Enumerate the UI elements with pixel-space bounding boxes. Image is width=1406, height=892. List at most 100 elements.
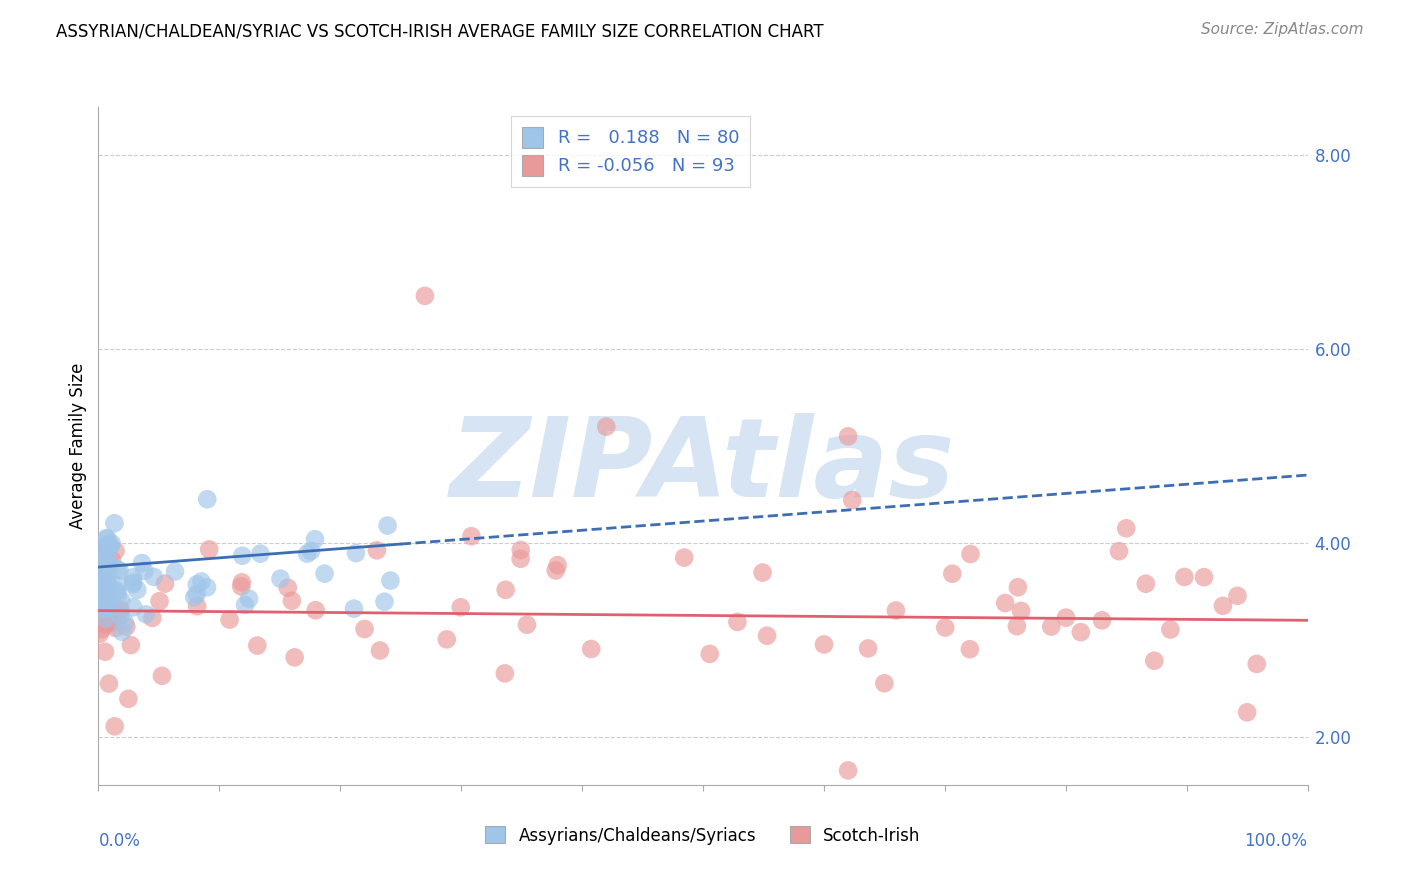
Point — [231, 575, 253, 590]
Point — [284, 650, 307, 665]
Point — [93, 590, 115, 604]
Point — [190, 574, 212, 589]
Point — [1070, 625, 1092, 640]
Point — [1226, 589, 1249, 603]
Point — [314, 566, 336, 581]
Point — [94, 568, 117, 582]
Point — [94, 612, 117, 626]
Point — [246, 639, 269, 653]
Point — [1115, 521, 1137, 535]
Point — [89, 581, 111, 595]
Point — [377, 518, 399, 533]
Point — [93, 591, 115, 606]
Point — [195, 580, 218, 594]
Point — [380, 574, 402, 588]
Point — [93, 567, 115, 582]
Point — [450, 600, 472, 615]
Point — [813, 637, 835, 651]
Point — [304, 533, 326, 547]
Point — [104, 719, 127, 733]
Point — [1246, 657, 1268, 671]
Point — [751, 566, 773, 580]
Point — [98, 559, 121, 574]
Point — [873, 676, 896, 690]
Point — [373, 595, 395, 609]
Point — [413, 289, 436, 303]
Point — [100, 616, 122, 631]
Point — [111, 624, 134, 639]
Point — [89, 555, 111, 569]
Point — [91, 564, 114, 578]
Point — [114, 615, 136, 630]
Text: ZIPAtlas: ZIPAtlas — [450, 413, 956, 520]
Point — [90, 596, 112, 610]
Point — [841, 493, 863, 508]
Point — [725, 615, 748, 629]
Point — [103, 585, 125, 599]
Point — [90, 616, 112, 631]
Point — [94, 582, 117, 596]
Point — [89, 583, 111, 598]
Text: 100.0%: 100.0% — [1244, 832, 1308, 850]
Point — [105, 585, 128, 599]
Point — [98, 615, 121, 629]
Point — [89, 627, 111, 641]
Point — [304, 603, 326, 617]
Point — [107, 578, 129, 592]
Point — [186, 599, 208, 614]
Point — [89, 589, 111, 603]
Point — [103, 516, 125, 531]
Point — [96, 538, 118, 552]
Point — [104, 544, 127, 558]
Point — [231, 549, 253, 563]
Point — [98, 596, 121, 610]
Text: 0.0%: 0.0% — [98, 832, 141, 850]
Point — [195, 492, 218, 507]
Point — [101, 553, 124, 567]
Point — [994, 596, 1017, 610]
Point — [94, 574, 117, 589]
Point — [98, 601, 121, 615]
Point — [544, 563, 567, 577]
Point — [1054, 610, 1077, 624]
Point — [104, 582, 127, 597]
Point — [198, 542, 221, 557]
Point — [1108, 544, 1130, 558]
Point — [97, 591, 120, 605]
Point — [108, 564, 131, 578]
Point — [436, 632, 458, 647]
Point — [153, 576, 176, 591]
Point — [97, 592, 120, 607]
Point — [110, 608, 132, 623]
Point — [93, 617, 115, 632]
Point — [884, 603, 907, 617]
Point — [122, 575, 145, 590]
Text: Source: ZipAtlas.com: Source: ZipAtlas.com — [1201, 22, 1364, 37]
Point — [959, 642, 981, 657]
Point — [1159, 623, 1181, 637]
Point — [96, 532, 118, 546]
Point — [516, 617, 538, 632]
Text: ASSYRIAN/CHALDEAN/SYRIAC VS SCOTCH-IRISH AVERAGE FAMILY SIZE CORRELATION CHART: ASSYRIAN/CHALDEAN/SYRIAC VS SCOTCH-IRISH… — [56, 22, 824, 40]
Point — [91, 548, 114, 562]
Point — [856, 641, 879, 656]
Point — [1173, 570, 1195, 584]
Point — [509, 543, 531, 558]
Legend: Assyrians/Chaldeans/Syriacs, Scotch-Irish: Assyrians/Chaldeans/Syriacs, Scotch-Iris… — [479, 820, 927, 851]
Point — [94, 570, 117, 584]
Point — [96, 549, 118, 564]
Point — [127, 582, 149, 597]
Point — [91, 613, 114, 627]
Point — [97, 555, 120, 569]
Point — [1135, 576, 1157, 591]
Point — [547, 558, 569, 573]
Point — [837, 764, 859, 778]
Point — [231, 579, 253, 593]
Point — [494, 666, 516, 681]
Point — [121, 570, 143, 584]
Point — [94, 561, 117, 575]
Point — [91, 571, 114, 585]
Point — [959, 547, 981, 561]
Point — [460, 529, 482, 543]
Point — [366, 543, 388, 558]
